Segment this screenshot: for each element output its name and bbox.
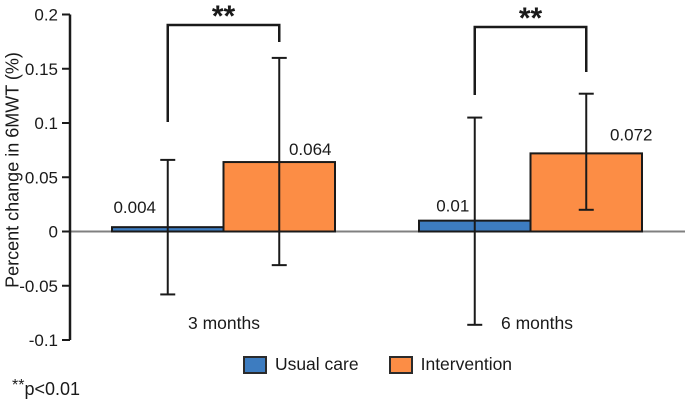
- significance-asterisks: **: [212, 0, 236, 33]
- bar-value-label: 0.072: [610, 125, 653, 144]
- legend-label-usual-care: Usual care: [274, 354, 359, 374]
- y-axis-tick-label: 0.1: [34, 114, 58, 133]
- bar-value-label: 0.004: [113, 198, 156, 217]
- intervention-swatch-icon: [388, 355, 413, 374]
- group-label: 3 months: [188, 313, 260, 333]
- y-axis-tick-label: 0.05: [25, 168, 58, 187]
- significance-asterisks: **: [519, 2, 543, 35]
- legend-entry-usual-care: Usual care: [242, 354, 359, 375]
- y-axis-tick-label: 0.2: [34, 6, 58, 25]
- footnote-text: p<0.01: [24, 379, 81, 399]
- y-axis-tick-label: 0: [49, 223, 58, 242]
- bar-value-label: 0.064: [289, 140, 332, 159]
- y-axis-tick-label: 0.15: [25, 60, 58, 79]
- significance-bracket: [166, 23, 281, 122]
- chart-legend: Usual care Intervention: [70, 354, 685, 375]
- significance-bracket: [473, 25, 588, 95]
- legend-entry-intervention: Intervention: [388, 354, 513, 375]
- legend-label-intervention: Intervention: [420, 354, 513, 374]
- group-label: 6 months: [501, 313, 573, 333]
- usual-care-swatch-icon: [242, 355, 267, 374]
- footnote-asterisks: **: [12, 377, 25, 394]
- bar-value-label: 0.01: [436, 197, 469, 216]
- y-axis-tick-label: -0.05: [19, 277, 58, 296]
- significance-footnote: **p<0.01: [12, 377, 81, 400]
- y-axis-tick-label: -0.1: [29, 331, 58, 350]
